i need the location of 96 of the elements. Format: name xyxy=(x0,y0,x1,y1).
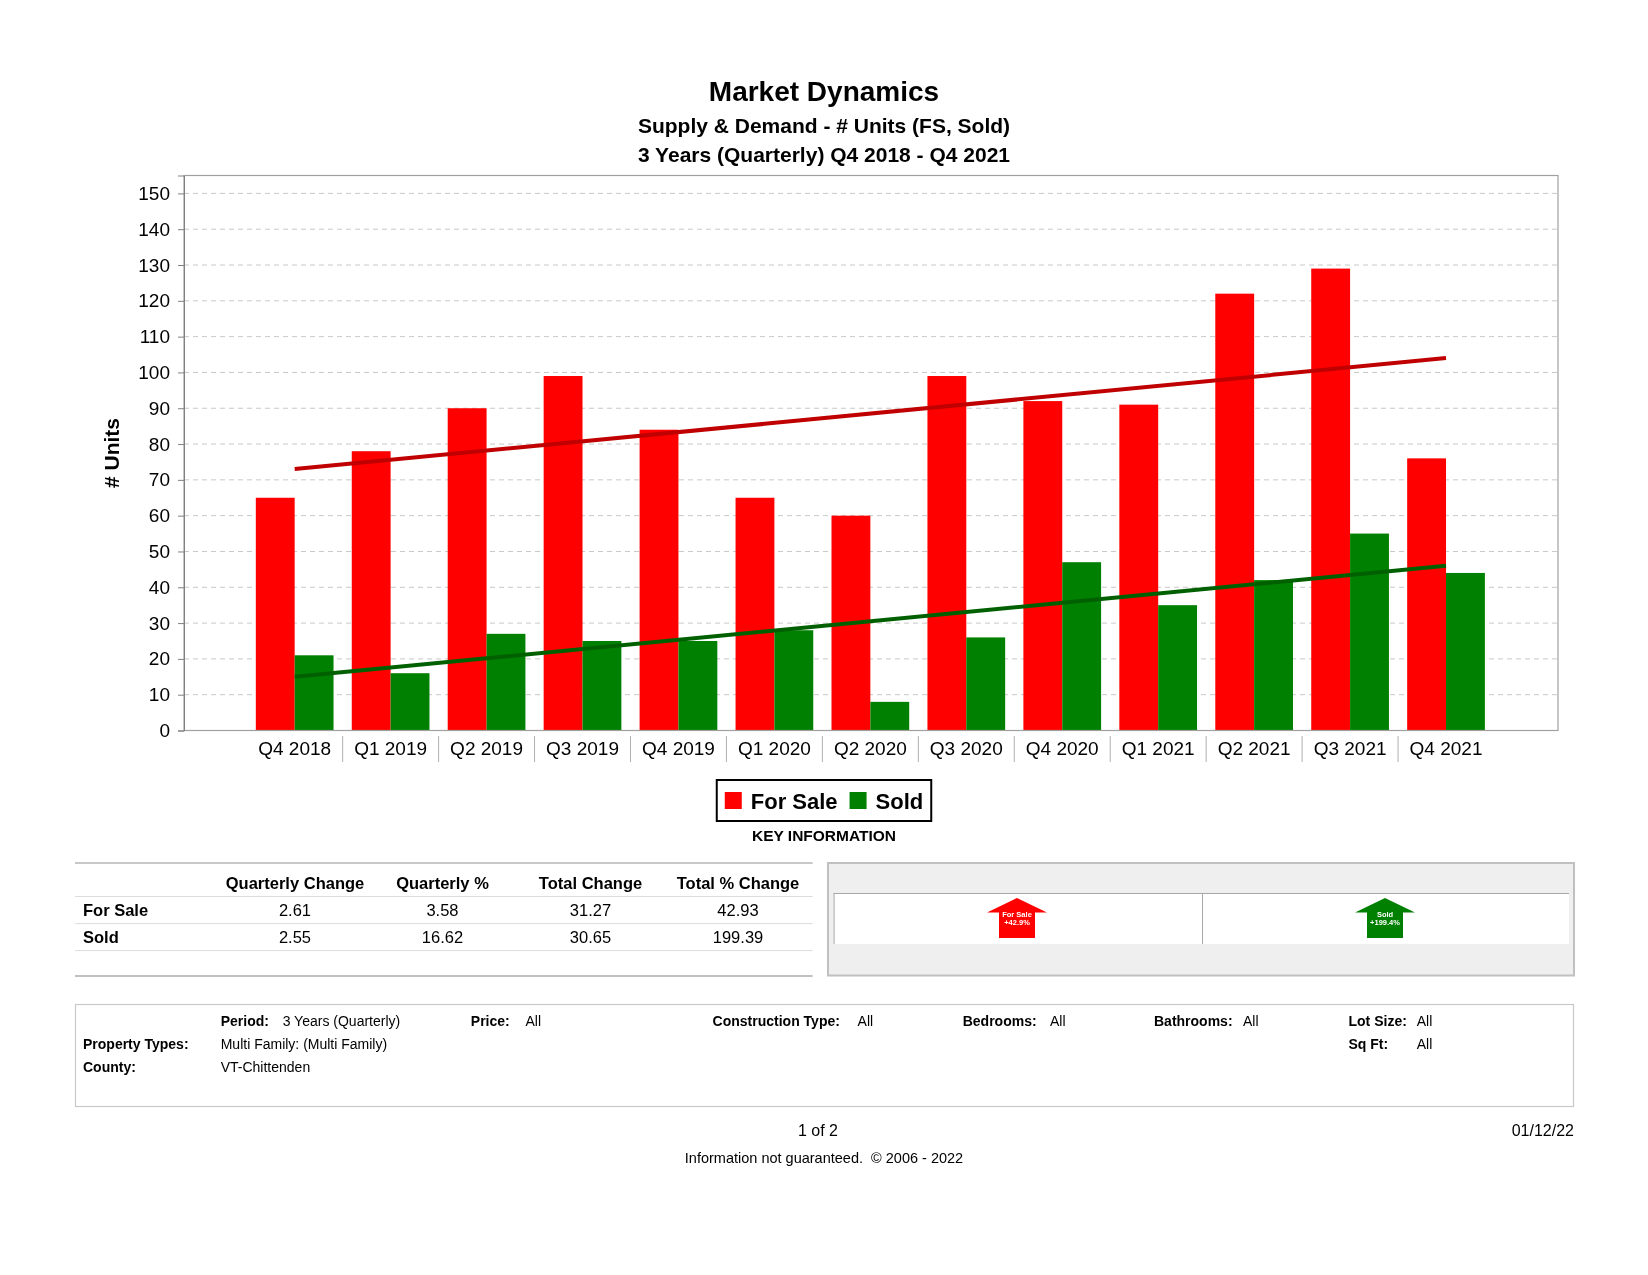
y-tick-label: 60 xyxy=(148,505,170,527)
text: Lot Size: xyxy=(1348,1012,1407,1029)
text: Period: xyxy=(220,1012,269,1029)
text: 30.65 xyxy=(569,928,612,947)
bar xyxy=(1254,580,1293,731)
x-tick-label: Q4 2018 xyxy=(258,737,332,759)
bar xyxy=(1023,401,1063,731)
legend-label: For Sale xyxy=(750,788,838,814)
chart-title: Market Dynamics xyxy=(708,76,940,107)
y-axis-title: # Units xyxy=(100,417,123,489)
text: Quarterly % xyxy=(396,873,490,892)
bar xyxy=(543,376,583,731)
bar xyxy=(1158,605,1198,731)
y-tick-label: 10 xyxy=(148,684,170,706)
text: County: xyxy=(83,1058,136,1075)
bar xyxy=(390,673,430,731)
text: Total % Change xyxy=(676,873,800,892)
text: All xyxy=(1416,1012,1433,1029)
bar xyxy=(1119,404,1159,731)
text: Quarterly Change xyxy=(225,873,365,892)
x-tick-label: Q4 2019 xyxy=(642,737,715,759)
x-tick-label: Q1 2019 xyxy=(354,737,428,759)
bar xyxy=(927,376,967,731)
bar xyxy=(966,637,1006,731)
x-tick-label: Q2 2019 xyxy=(450,737,524,759)
text: Bathrooms: xyxy=(1154,1012,1233,1029)
bar xyxy=(1062,562,1102,731)
y-tick-label: 150 xyxy=(138,182,170,204)
bar xyxy=(831,515,871,731)
x-tick-label: Q4 2020 xyxy=(1025,737,1099,759)
y-tick-label: 140 xyxy=(138,218,170,240)
y-tick-label: 70 xyxy=(148,469,170,491)
y-tick-label: 90 xyxy=(148,397,170,419)
y-tick-label: 0 xyxy=(159,720,170,742)
text: Construction Type: xyxy=(712,1012,840,1029)
text: 3.58 xyxy=(426,900,459,919)
bar xyxy=(639,429,679,731)
text: All xyxy=(857,1012,874,1029)
bar xyxy=(678,640,718,731)
bar xyxy=(447,408,487,731)
y-tick-label: 100 xyxy=(138,362,170,384)
bar xyxy=(870,701,910,731)
text: Property Types: xyxy=(83,1035,189,1052)
text: Information not guaranteed. © 2006 - 2022 xyxy=(684,1150,964,1167)
y-tick-label: 130 xyxy=(138,254,170,276)
bar xyxy=(1311,268,1351,731)
y-tick-label: 110 xyxy=(139,326,170,348)
y-tick-label: 80 xyxy=(148,433,170,455)
x-tick-label: Q4 2021 xyxy=(1409,737,1483,759)
text: All xyxy=(525,1012,542,1029)
text: Price: xyxy=(470,1012,510,1029)
y-tick-label: 50 xyxy=(148,541,170,563)
bar xyxy=(1350,533,1389,731)
text: 2.61 xyxy=(278,900,312,919)
bar xyxy=(351,451,391,731)
text: Multi Family: (Multi Family) xyxy=(220,1035,388,1052)
text: For Sale xyxy=(83,900,149,919)
y-tick-label: 20 xyxy=(148,648,170,670)
x-tick-label: Q1 2021 xyxy=(1121,737,1195,759)
text: Sold xyxy=(83,928,119,947)
bar xyxy=(294,655,334,731)
text: All xyxy=(1243,1012,1259,1029)
x-tick-label: Q1 2020 xyxy=(737,737,811,759)
text: 01/12/22 xyxy=(1511,1121,1575,1139)
bar xyxy=(486,633,526,731)
text: Total Change xyxy=(538,873,643,892)
y-tick-label: 30 xyxy=(148,612,170,634)
bar xyxy=(582,640,622,731)
text: 199.39 xyxy=(712,928,764,947)
text: 3 Years (Quarterly) xyxy=(282,1012,401,1029)
x-tick-label: Q2 2020 xyxy=(833,737,907,759)
bar xyxy=(255,497,295,731)
x-tick-label: Q3 2019 xyxy=(546,737,619,759)
x-tick-label: Q3 2021 xyxy=(1313,737,1387,759)
y-tick-label: 120 xyxy=(138,290,170,312)
bar xyxy=(1407,458,1447,731)
text: 42.93 xyxy=(717,900,759,919)
text: All xyxy=(1416,1035,1433,1052)
text: KEY INFORMATION xyxy=(751,826,897,844)
text: Bedrooms: xyxy=(962,1012,1037,1029)
bar xyxy=(1215,293,1255,731)
chart-subtitle: Supply & Demand - # Units (FS, Sold) 3 Years (Quarterly) Q4 2018 - Q4 2021 xyxy=(637,113,1011,166)
y-tick-label: 40 xyxy=(148,576,170,598)
text: All xyxy=(1050,1012,1066,1029)
text: 31.27 xyxy=(569,900,612,919)
text: VT-Chittenden xyxy=(220,1058,311,1075)
x-tick-label: Q3 2020 xyxy=(929,737,1003,759)
bar xyxy=(735,497,775,731)
bar xyxy=(1446,572,1485,731)
text: 2.55 xyxy=(278,928,312,947)
x-tick-label: Q2 2021 xyxy=(1217,737,1291,759)
bar xyxy=(774,630,814,731)
text: 16.62 xyxy=(421,928,464,947)
legend-label: Sold xyxy=(875,788,924,814)
text: Sq Ft: xyxy=(1348,1035,1389,1052)
text: 1 of 2 xyxy=(797,1121,839,1139)
